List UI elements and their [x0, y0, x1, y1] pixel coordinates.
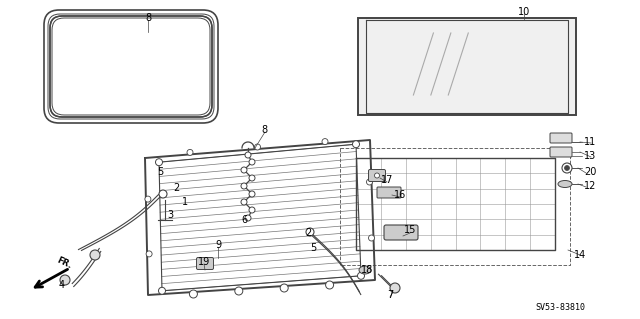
- Ellipse shape: [558, 181, 572, 188]
- Circle shape: [241, 199, 247, 205]
- Circle shape: [156, 159, 163, 166]
- Text: 15: 15: [404, 225, 416, 235]
- Circle shape: [245, 215, 251, 221]
- Circle shape: [564, 166, 570, 170]
- Text: —: —: [566, 150, 572, 154]
- Circle shape: [249, 207, 255, 213]
- Text: 13: 13: [584, 151, 596, 161]
- Ellipse shape: [359, 266, 371, 274]
- Text: 5: 5: [310, 243, 316, 253]
- Text: SV53-83810: SV53-83810: [535, 303, 585, 313]
- Text: 2: 2: [305, 228, 311, 238]
- Circle shape: [374, 173, 380, 178]
- Circle shape: [60, 275, 70, 285]
- Circle shape: [187, 149, 193, 155]
- Circle shape: [326, 281, 333, 289]
- Text: 11: 11: [584, 137, 596, 147]
- FancyBboxPatch shape: [196, 257, 214, 270]
- FancyBboxPatch shape: [377, 187, 401, 198]
- Circle shape: [353, 141, 360, 148]
- Text: —: —: [566, 182, 572, 187]
- Text: 10: 10: [518, 7, 530, 17]
- Circle shape: [249, 191, 255, 197]
- Circle shape: [241, 183, 247, 189]
- Text: 16: 16: [394, 190, 406, 200]
- Text: 8: 8: [261, 125, 267, 135]
- Circle shape: [90, 250, 100, 260]
- Circle shape: [306, 228, 314, 236]
- Circle shape: [322, 138, 328, 145]
- Circle shape: [159, 287, 166, 294]
- Circle shape: [367, 179, 372, 185]
- Circle shape: [255, 144, 260, 150]
- Circle shape: [245, 152, 251, 158]
- Polygon shape: [358, 18, 576, 115]
- Text: 17: 17: [381, 175, 393, 185]
- Text: 19: 19: [198, 257, 210, 267]
- Circle shape: [249, 175, 255, 181]
- Text: 18: 18: [361, 265, 373, 275]
- Text: 4: 4: [59, 280, 65, 290]
- Text: 5: 5: [157, 167, 163, 177]
- Circle shape: [358, 272, 365, 279]
- Text: —: —: [566, 139, 572, 145]
- Text: 12: 12: [584, 181, 596, 191]
- Text: 7: 7: [387, 290, 393, 300]
- Circle shape: [189, 290, 197, 298]
- Text: 1: 1: [182, 197, 188, 207]
- FancyBboxPatch shape: [550, 133, 572, 143]
- Circle shape: [369, 235, 374, 241]
- Circle shape: [159, 190, 167, 198]
- Circle shape: [249, 159, 255, 165]
- Circle shape: [241, 167, 247, 173]
- Circle shape: [390, 283, 400, 293]
- Circle shape: [145, 196, 151, 202]
- Text: —: —: [566, 166, 572, 170]
- Text: 14: 14: [574, 250, 586, 260]
- FancyBboxPatch shape: [550, 147, 572, 157]
- FancyBboxPatch shape: [369, 169, 385, 182]
- Text: 6: 6: [241, 215, 247, 225]
- Text: 2: 2: [173, 183, 179, 193]
- Circle shape: [235, 287, 243, 295]
- Text: 8: 8: [145, 13, 151, 23]
- Text: 9: 9: [215, 240, 221, 250]
- Text: 3: 3: [167, 210, 173, 220]
- Text: 20: 20: [584, 167, 596, 177]
- Circle shape: [562, 163, 572, 173]
- FancyBboxPatch shape: [384, 225, 418, 240]
- Text: FR.: FR.: [55, 255, 73, 270]
- Circle shape: [280, 284, 288, 292]
- Circle shape: [146, 251, 152, 257]
